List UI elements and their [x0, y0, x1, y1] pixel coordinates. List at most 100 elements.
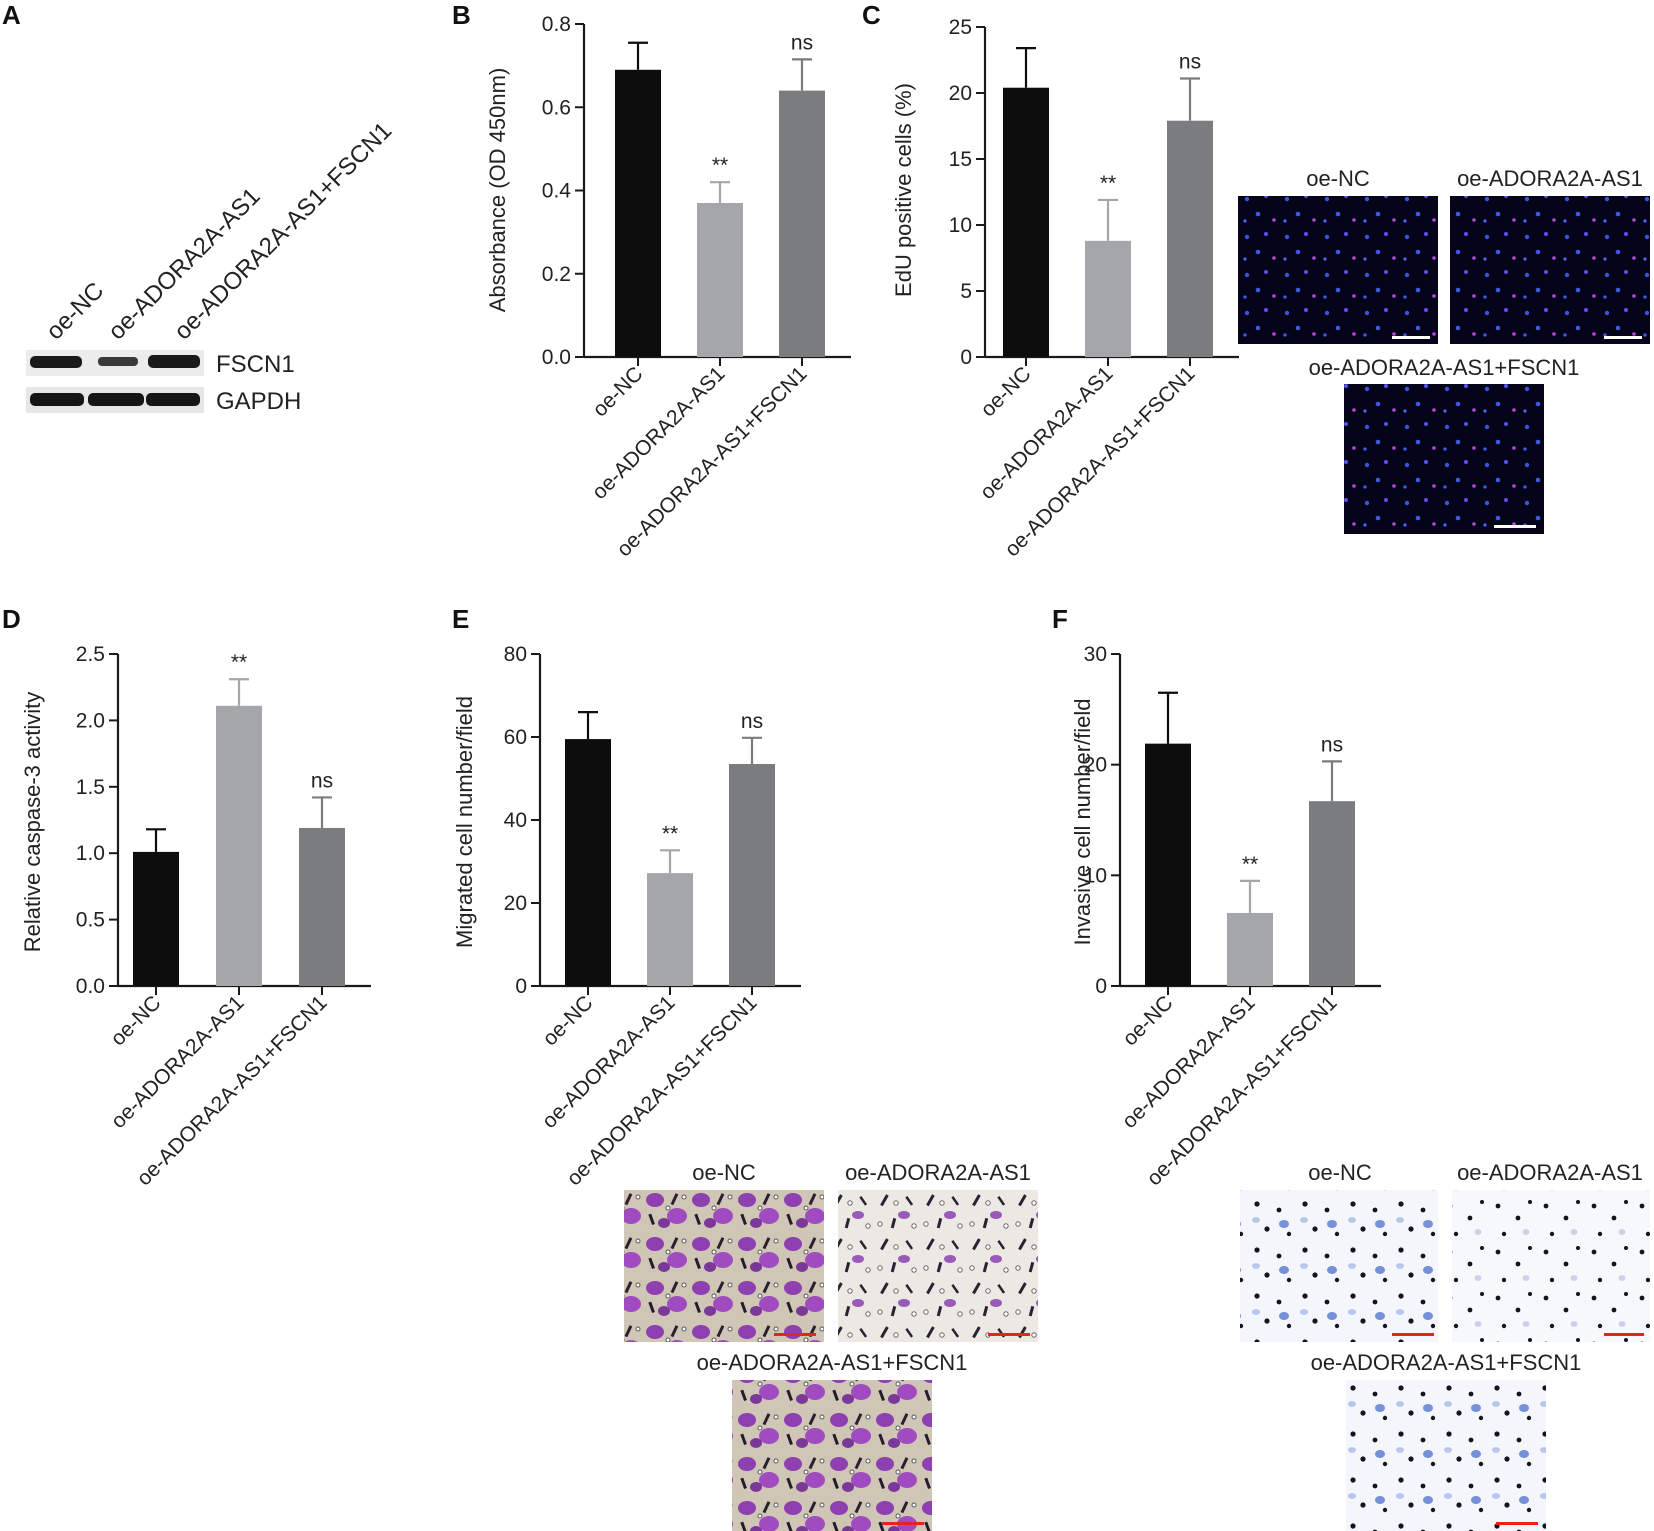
bar-oe-adora2a-as1-fscn1 — [729, 763, 775, 986]
chart-invasive: 0 10 20 30 Invasive cell number/field oe-NC **… — [1070, 643, 1381, 1190]
y-tick-label: 1.5 — [76, 776, 105, 799]
micrograph-migration-oe-nc — [624, 1190, 824, 1342]
y-tick-label: 0 — [515, 975, 527, 998]
micrograph-edu-oe-adora2a-as1 — [1450, 196, 1650, 344]
significance-oe-adora2a-as1: ** — [712, 154, 728, 177]
panel-letter-d: D — [2, 604, 21, 634]
scale-bar — [1494, 525, 1536, 528]
y-axis-label: Absorbance (OD 450nm) — [485, 68, 510, 313]
y-tick-label: 30 — [1084, 643, 1107, 666]
significance-oe-adora2a-as1-fscn1: ns — [741, 710, 763, 733]
micrograph-title-c-oe-adora2a-as1-fscn1: oe-ADORA2A-AS1+FSCN1 — [1309, 355, 1580, 380]
micrograph-invasion-oe-nc — [1240, 1190, 1438, 1342]
bar-oe-adora2a-as1-fscn1 — [299, 827, 345, 986]
bar-oe-adora2a-as1-fscn1 — [779, 90, 825, 357]
panel-a: A oe-NC oe-ADORA2A-AS1 oe-ADORA2A-AS1+FS… — [2, 0, 397, 415]
panel-letter-e: E — [452, 604, 469, 634]
y-axis-label: Invasive cell number/field — [1070, 698, 1095, 945]
bar-oe-adora2a-as1 — [697, 202, 743, 357]
band-fscn1-oe-adora2a-as1-fscn1 — [148, 355, 200, 368]
panel-letter-f: F — [1052, 604, 1068, 634]
bar-oe-adora2a-as1 — [1085, 240, 1131, 357]
significance-oe-adora2a-as1: ** — [662, 822, 678, 845]
micrograph-title-c-oe-adora2a-as1: oe-ADORA2A-AS1 — [1457, 166, 1643, 191]
significance-oe-adora2a-as1-fscn1: ns — [791, 31, 813, 54]
bar-oe-nc — [1003, 87, 1049, 357]
significance-oe-adora2a-as1-fscn1: ns — [1321, 733, 1343, 756]
micrograph-edu-oe-nc — [1238, 196, 1438, 344]
band-fscn1-oe-adora2a-as1 — [98, 357, 138, 366]
significance-oe-adora2a-as1: ** — [231, 651, 247, 674]
band-gapdh-oe-adora2a-as1-fscn1 — [146, 393, 200, 406]
category-label-oe-nc: oe-NC — [106, 991, 165, 1050]
scale-bar — [774, 1333, 816, 1336]
scale-bar — [1392, 1333, 1434, 1336]
y-tick-label: 60 — [504, 726, 527, 749]
scale-bar — [1392, 336, 1430, 339]
category-label-oe-nc: oe-NC — [976, 362, 1035, 421]
bar-oe-nc — [565, 739, 611, 986]
y-axis-label: Migrated cell number/field — [452, 696, 477, 948]
chart-caspase3: 0.0 0.5 1.0 1.5 2.0 2.5 Relative caspase-3 act… — [20, 643, 371, 1190]
scale-bar — [1496, 1522, 1538, 1525]
chart-absorbance: 0.0 0.2 0.4 0.6 0.8 Absorbance (OD 450nm) oe-N… — [485, 13, 851, 561]
bar-oe-adora2a-as1-fscn1 — [1167, 120, 1213, 357]
y-tick-label: 0.2 — [542, 263, 571, 286]
bar-oe-nc — [615, 69, 661, 357]
edu-micrographs: oe-NC oe-ADORA2A-AS1 oe-ADORA2A-AS1+FSCN… — [1238, 166, 1650, 534]
bar-oe-adora2a-as1 — [216, 705, 262, 986]
panel-letter-a: A — [2, 0, 21, 30]
y-tick-label: 0.5 — [76, 909, 105, 932]
micrograph-title-f-oe-adora2a-as1-fscn1: oe-ADORA2A-AS1+FSCN1 — [1311, 1350, 1582, 1375]
y-tick-label: 20 — [1084, 754, 1107, 777]
micrograph-title-e-oe-nc: oe-NC — [692, 1160, 756, 1185]
scale-bar — [1604, 336, 1642, 339]
invasion-micrographs: oe-NC oe-ADORA2A-AS1 oe-ADORA2A-AS1+FSCN… — [1240, 1160, 1650, 1531]
y-tick-label: 5 — [960, 280, 972, 303]
y-tick-label: 1.0 — [76, 842, 105, 865]
y-tick-label: 0.6 — [542, 96, 571, 119]
y-tick-label: 40 — [504, 809, 527, 832]
category-label-oe-nc: oe-NC — [588, 362, 647, 421]
significance-oe-adora2a-as1-fscn1: ns — [1179, 50, 1201, 73]
micrograph-migration-oe-adora2a-as1 — [838, 1190, 1038, 1342]
micrograph-title-f-oe-nc: oe-NC — [1308, 1160, 1372, 1185]
scale-bar — [1604, 1333, 1644, 1336]
y-tick-label: 10 — [1084, 864, 1107, 887]
y-tick-label: 0 — [960, 346, 972, 369]
micrograph-invasion-oe-adora2a-as1 — [1452, 1190, 1650, 1342]
band-fscn1-oe-nc — [30, 356, 82, 368]
micrograph-edu-oe-adora2a-as1-fscn1 — [1344, 384, 1544, 534]
y-tick-label: 0.0 — [542, 346, 571, 369]
y-tick-label: 2.5 — [76, 643, 105, 666]
y-tick-label: 25 — [949, 16, 972, 39]
micrograph-title-c-oe-nc: oe-NC — [1306, 166, 1370, 191]
bar-oe-nc — [133, 851, 179, 986]
significance-oe-adora2a-as1: ** — [1242, 853, 1258, 876]
micrograph-migration-oe-adora2a-as1-fscn1 — [732, 1380, 932, 1531]
scale-bar — [988, 1333, 1030, 1336]
bar-oe-adora2a-as1-fscn1 — [1309, 801, 1355, 986]
micrograph-title-e-oe-adora2a-as1: oe-ADORA2A-AS1 — [845, 1160, 1031, 1185]
bar-oe-adora2a-as1 — [1227, 912, 1273, 986]
y-tick-label: 0 — [1095, 975, 1107, 998]
category-label-oe-nc: oe-NC — [538, 991, 597, 1050]
chart-migrated: 0 20 40 60 80 Migrated cell number/field oe-NC… — [452, 643, 801, 1190]
blot-label-fscn1: FSCN1 — [216, 351, 295, 378]
micrograph-title-f-oe-adora2a-as1: oe-ADORA2A-AS1 — [1457, 1160, 1643, 1185]
significance-oe-adora2a-as1: ** — [1100, 172, 1116, 195]
micrograph-invasion-oe-adora2a-as1-fscn1 — [1346, 1380, 1546, 1531]
blot-label-gapdh: GAPDH — [216, 388, 301, 415]
y-tick-label: 0.8 — [542, 13, 571, 36]
lane-label-oe-nc: oe-NC — [41, 277, 109, 345]
band-gapdh-oe-adora2a-as1 — [88, 393, 144, 406]
y-tick-label: 80 — [504, 643, 527, 666]
y-tick-label: 20 — [949, 82, 972, 105]
y-tick-label: 2.0 — [76, 709, 105, 732]
panel-letter-c: C — [862, 0, 881, 30]
micrograph-title-e-oe-adora2a-as1-fscn1: oe-ADORA2A-AS1+FSCN1 — [697, 1350, 968, 1375]
scale-bar — [882, 1522, 924, 1525]
y-tick-label: 20 — [504, 892, 527, 915]
